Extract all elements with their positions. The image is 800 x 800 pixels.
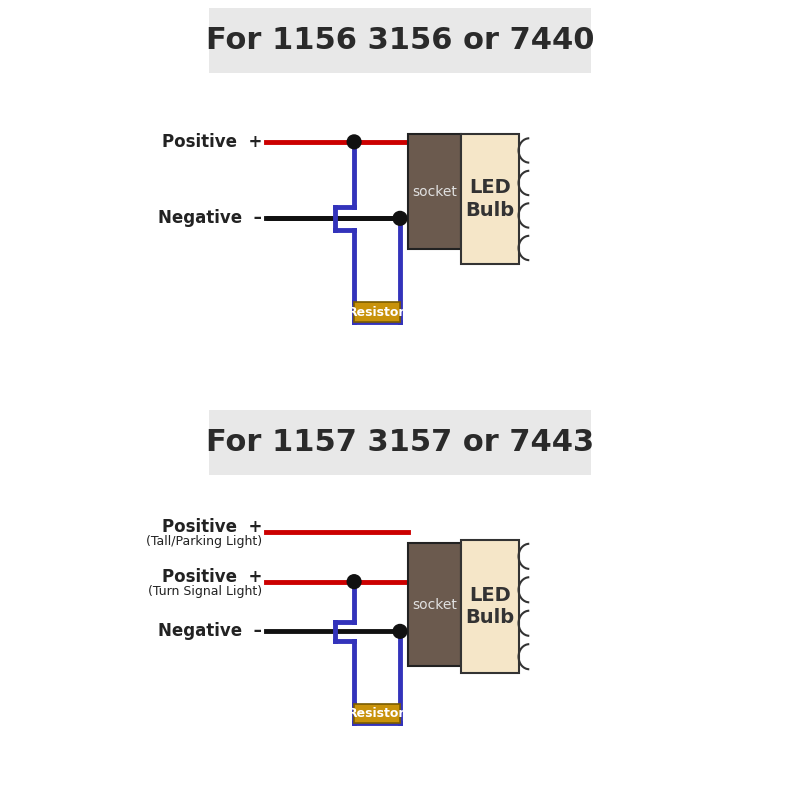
Text: Resistor: Resistor [348, 306, 406, 318]
Text: LED: LED [469, 178, 510, 198]
Bar [461, 134, 518, 264]
Bar [354, 704, 400, 723]
Text: (Tall/Parking Light): (Tall/Parking Light) [146, 535, 262, 548]
Text: LED: LED [469, 586, 510, 605]
Text: Positive  +: Positive + [162, 518, 262, 536]
Text: Negative  –: Negative – [158, 210, 262, 227]
Text: (Turn Signal Light): (Turn Signal Light) [148, 585, 262, 598]
Bar [209, 410, 591, 474]
Bar [461, 539, 518, 674]
Circle shape [393, 625, 407, 638]
Text: Positive  +: Positive + [162, 133, 262, 151]
Bar [408, 134, 461, 249]
Bar [354, 302, 400, 322]
Text: For 1156 3156 or 7440: For 1156 3156 or 7440 [206, 26, 594, 55]
Text: Bulb: Bulb [466, 609, 514, 627]
Text: Negative  –: Negative – [158, 622, 262, 640]
Circle shape [347, 574, 361, 589]
Circle shape [393, 211, 407, 226]
Text: socket: socket [412, 598, 457, 612]
Bar [209, 8, 591, 73]
Text: Bulb: Bulb [466, 201, 514, 220]
Circle shape [347, 135, 361, 149]
Text: socket: socket [412, 185, 457, 198]
Bar [408, 543, 461, 666]
Text: For 1157 3157 or 7443: For 1157 3157 or 7443 [206, 427, 594, 457]
Text: Resistor: Resistor [348, 707, 406, 720]
Text: Positive  +: Positive + [162, 568, 262, 586]
